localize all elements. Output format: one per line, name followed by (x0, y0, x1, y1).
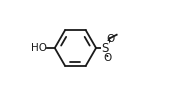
Text: HO: HO (31, 43, 47, 53)
Text: S: S (101, 41, 109, 55)
Text: O: O (106, 34, 115, 44)
Text: O: O (103, 53, 112, 63)
